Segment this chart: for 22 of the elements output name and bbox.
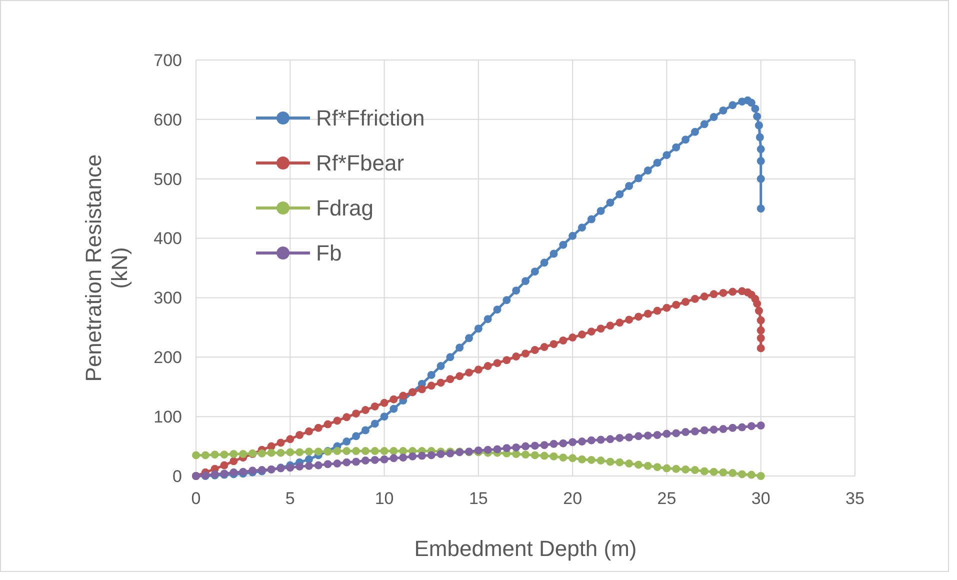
legend-label: Fdrag <box>316 196 374 221</box>
y-tick-label: 100 <box>154 408 182 427</box>
y-axis-title: Penetration Resistance (kN) <box>81 154 132 382</box>
x-axis-title: Embedment Depth (m) <box>414 536 637 561</box>
y-tick-label: 0 <box>172 466 182 486</box>
y-tick-label: 700 <box>154 50 182 70</box>
x-tick-label: 25 <box>657 489 676 508</box>
legend-label: Rf*Fbear <box>316 150 404 176</box>
y-tick-label: 600 <box>154 110 182 130</box>
x-tick-label: 30 <box>751 489 770 508</box>
x-tick-label: 15 <box>468 489 488 508</box>
legend-label: Rf*Ffriction <box>316 106 425 131</box>
y-tick-label: 500 <box>154 170 182 189</box>
x-tick-label: 0 <box>191 489 201 508</box>
x-tick-label: 20 <box>563 489 582 508</box>
x-tick-label: 35 <box>846 489 864 508</box>
legend-label: Fb <box>316 240 342 266</box>
x-tick-label: 5 <box>285 489 295 508</box>
x-tick-label: 10 <box>374 489 394 508</box>
y-tick-label: 300 <box>154 288 182 308</box>
y-tick-label: 200 <box>154 348 182 368</box>
y-tick-label: 400 <box>154 229 182 248</box>
